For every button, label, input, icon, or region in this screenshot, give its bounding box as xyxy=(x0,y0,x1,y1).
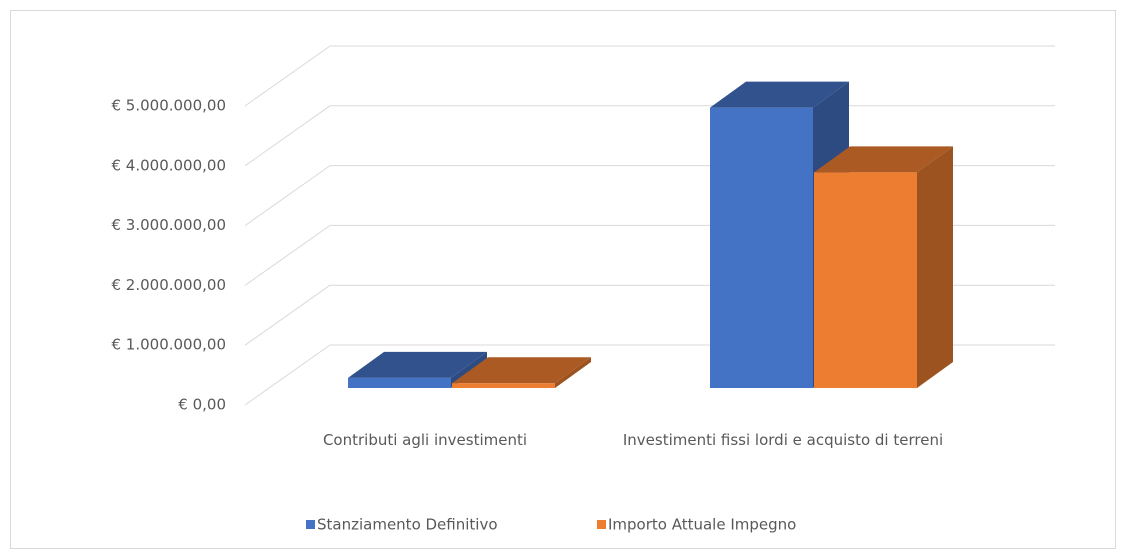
y-tick-label: € 4.000.000,00 xyxy=(111,156,226,174)
bar-top xyxy=(814,146,953,173)
y-tick-label: € 5.000.000,00 xyxy=(111,97,226,115)
bar xyxy=(710,107,813,388)
bar xyxy=(814,172,917,388)
bar-top xyxy=(452,357,591,384)
y-tick-label: € 1.000.000,00 xyxy=(111,336,226,354)
bar-top xyxy=(348,351,487,378)
x-tick-label: Investimenti fissi lordi e acquisto di t… xyxy=(622,431,944,449)
legend-label: Stanziamento Definitivo xyxy=(317,516,498,534)
bar-side xyxy=(917,146,953,388)
y-tick-label: € 2.000.000,00 xyxy=(111,276,226,294)
bar-side xyxy=(555,357,591,388)
legend-label: Importo Attuale Impegno xyxy=(608,516,796,534)
legend-swatch xyxy=(597,520,606,529)
grid-line xyxy=(244,165,331,227)
y-tick-label: € 3.000.000,00 xyxy=(111,216,226,234)
bar xyxy=(452,383,555,388)
bar-top xyxy=(710,81,849,108)
grid-line xyxy=(244,224,331,286)
grid-line xyxy=(244,284,331,346)
grid-line xyxy=(244,105,331,167)
bar xyxy=(348,377,451,388)
grid-line xyxy=(244,344,331,406)
legend-swatch xyxy=(306,520,315,529)
grid-line xyxy=(244,45,331,107)
x-tick-label: Contributi agli investimenti xyxy=(322,431,528,449)
y-tick-label: € 0,00 xyxy=(178,396,226,414)
